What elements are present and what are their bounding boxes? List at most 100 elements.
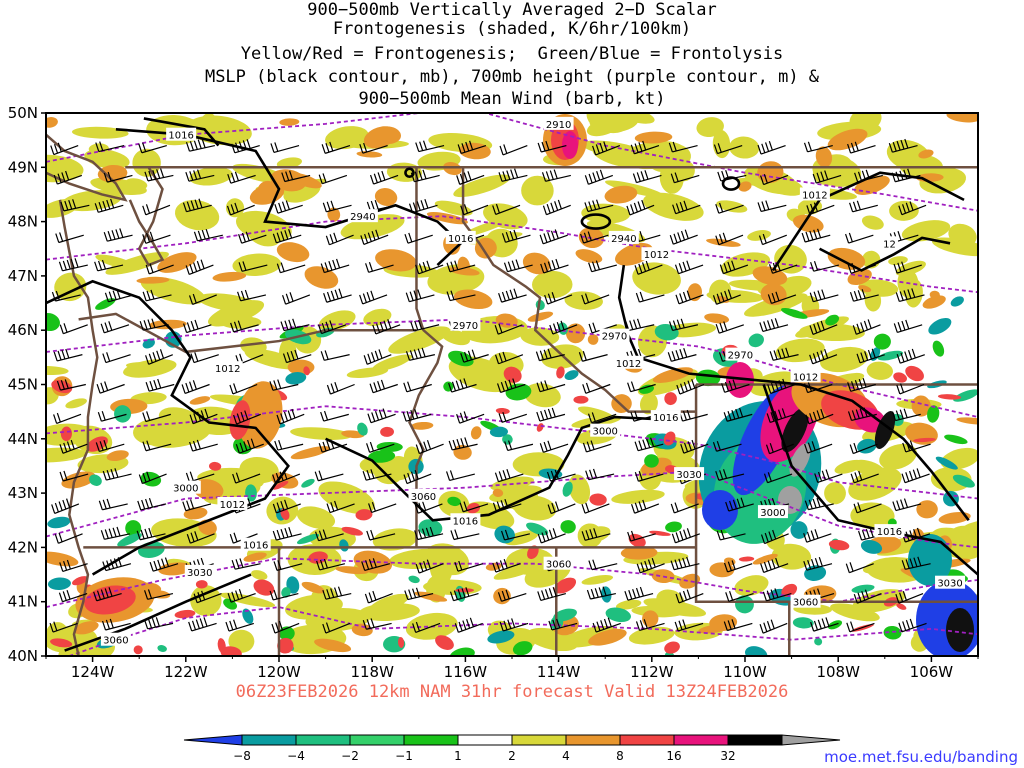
barb-feather [369, 174, 375, 185]
wind-barb [93, 587, 122, 602]
barb-feather [508, 440, 513, 450]
shade-blob [905, 365, 924, 382]
barb-feather [152, 170, 157, 180]
barb-feather [548, 588, 553, 598]
lat-tick-label: 50N [8, 104, 38, 122]
barb-feather [148, 353, 153, 363]
wind-barb [804, 441, 833, 454]
barb-feather [899, 592, 904, 602]
barb-feather [679, 530, 684, 541]
map-plot-area: 1016101610121012101610161012101610121016… [46, 113, 978, 656]
wind-barb [498, 411, 527, 423]
barb-feather [595, 144, 600, 154]
barb-feather [360, 235, 365, 245]
barb-staff [193, 354, 219, 364]
barb-feather [100, 589, 105, 599]
barb-feather [587, 231, 592, 241]
barb-feather [893, 323, 898, 333]
barb-feather [193, 231, 199, 241]
colorbar-segment [403, 734, 459, 746]
barb-feather [273, 589, 278, 600]
barb-staff [635, 234, 661, 244]
barb-staff [460, 145, 487, 155]
shade-blob [527, 311, 554, 322]
shade-blob [54, 272, 87, 302]
barb-feather [916, 527, 922, 538]
barb-feather [70, 258, 75, 269]
barb-feather [99, 141, 104, 151]
wind-barb [359, 142, 388, 154]
barb-feather [107, 231, 112, 241]
barb-feather [109, 618, 114, 629]
barb-feather [554, 201, 559, 211]
wind-barb [634, 260, 663, 275]
lat-tick-label: 43N [8, 484, 38, 502]
barb-feather [904, 351, 909, 361]
shade-blob [771, 543, 812, 570]
shade-blob [60, 426, 72, 442]
shade-blob [654, 323, 679, 341]
wind-barb [503, 259, 533, 273]
barb-staff [283, 324, 310, 332]
barb-staff [899, 294, 925, 302]
barb-feather [543, 262, 549, 272]
barb-feather [678, 558, 683, 569]
barb-staff [369, 533, 396, 541]
wind-barb [498, 288, 527, 303]
wind-barb [142, 289, 172, 302]
credit-link[interactable]: moe.met.fsu.edu/banding [824, 748, 1018, 766]
wind-barb [715, 321, 744, 334]
barb-feather [626, 205, 631, 216]
wind-barb [581, 502, 610, 514]
barb-feather [284, 499, 289, 509]
barb-feather [509, 289, 514, 299]
shade-blob [73, 621, 99, 635]
wind-barb [895, 591, 924, 604]
barb-feather [57, 142, 62, 152]
barb-feather [501, 233, 507, 243]
shade-blob [656, 589, 685, 612]
wind-barb [97, 410, 127, 422]
lat-tick-label: 44N [8, 430, 38, 448]
barb-feather [363, 355, 368, 365]
barb-feather [555, 258, 560, 269]
shade-blob [586, 113, 631, 134]
barb-feather [781, 408, 786, 418]
shade-blob [521, 175, 554, 206]
shade-blob [893, 372, 907, 383]
barb-feather [683, 442, 689, 452]
barb-feather [419, 141, 424, 151]
barb-feather [713, 144, 718, 154]
barb-feather [463, 172, 468, 182]
wind-barb [189, 439, 218, 452]
barb-feather [96, 590, 102, 600]
barb-staff [813, 622, 839, 632]
wind-barb [809, 289, 839, 303]
barb-feather [68, 199, 73, 210]
barb-feather [233, 383, 238, 393]
wind-barb [185, 471, 215, 483]
wind-barb [719, 260, 749, 275]
wind-barb [592, 617, 621, 633]
forecast-valid-text: 06Z23FEB2026 12km NAM 31hr forecast Vali… [235, 682, 789, 702]
barb-feather [289, 170, 294, 180]
barb-feather [463, 411, 468, 421]
barb-staff [407, 234, 433, 244]
barb-staff [286, 354, 312, 364]
wind-barb [536, 407, 566, 422]
wind-barb [95, 440, 125, 453]
barb-feather [762, 591, 767, 601]
wind-barb [536, 380, 566, 393]
shade-blob [132, 148, 161, 177]
barb-feather [504, 380, 509, 391]
barb-feather [280, 262, 285, 272]
barb-feather [646, 438, 651, 448]
barb-feather [548, 620, 553, 631]
barb-feather [825, 469, 830, 479]
mslp-contour [771, 171, 965, 272]
barb-feather [110, 198, 115, 209]
barb-feather [500, 530, 506, 541]
barb-feather [402, 412, 407, 422]
barb-feather [637, 201, 642, 211]
barb-feather [415, 621, 420, 632]
